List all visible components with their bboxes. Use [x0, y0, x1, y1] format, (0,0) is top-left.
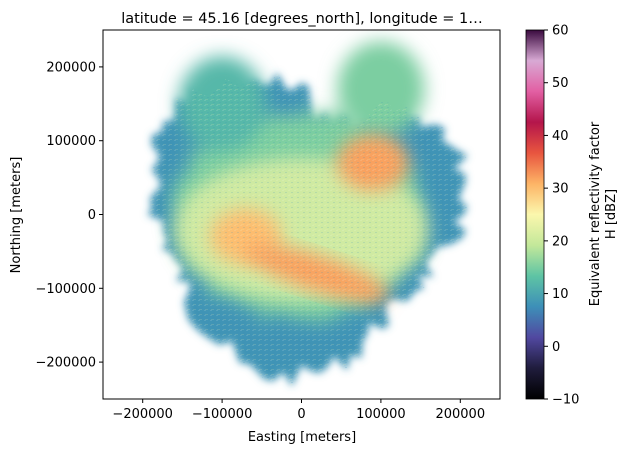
- plot-area: [103, 30, 500, 399]
- colorbar-tick-label: 20: [552, 234, 569, 249]
- colorbar: −10 0 10 20 30 40 50 60 Equivalent reflectivity…: [525, 24, 619, 408]
- colorbar-ramp: [525, 29, 545, 400]
- y-tick-label: −200000: [35, 356, 96, 371]
- colorbar-tick-label: 40: [552, 129, 569, 144]
- x-tick-label: 100000: [356, 407, 406, 422]
- chart-title: latitude = 45.16 [degrees_north], longit…: [121, 11, 483, 27]
- x-axis: −200000 −100000 0 100000 200000: [112, 399, 485, 422]
- colorbar-tick-label: 50: [552, 76, 569, 91]
- y-tick-label: −100000: [35, 282, 96, 297]
- y-tick-label: 200000: [46, 60, 96, 75]
- colorbar-label-line2: H [dBZ]: [604, 189, 619, 239]
- colorbar-tick-label: −10: [552, 393, 579, 408]
- x-tick-label: −200000: [112, 407, 173, 422]
- x-tick-label: −100000: [192, 407, 253, 422]
- colorbar-tick-label: 0: [552, 340, 560, 355]
- echo-field: [147, 41, 468, 387]
- y-axis-label: Northing [meters]: [9, 157, 24, 274]
- colorbar-tick-label: 60: [552, 24, 569, 39]
- echo-texture: [147, 72, 468, 387]
- y-axis: −200000 −100000 0 100000 200000: [35, 60, 103, 371]
- y-tick-label: 100000: [46, 134, 96, 149]
- colorbar-tick-label: 10: [552, 287, 569, 302]
- colorbar-ticks: −10 0 10 20 30 40 50 60: [544, 24, 579, 408]
- x-tick-label: 200000: [435, 407, 485, 422]
- y-tick-label: 0: [88, 208, 96, 223]
- x-tick-label: 0: [297, 407, 305, 422]
- x-axis-label: Easting [meters]: [248, 430, 356, 445]
- colorbar-tick-label: 30: [552, 182, 569, 197]
- colorbar-label-line1: Equivalent reflectivity factor: [588, 121, 603, 306]
